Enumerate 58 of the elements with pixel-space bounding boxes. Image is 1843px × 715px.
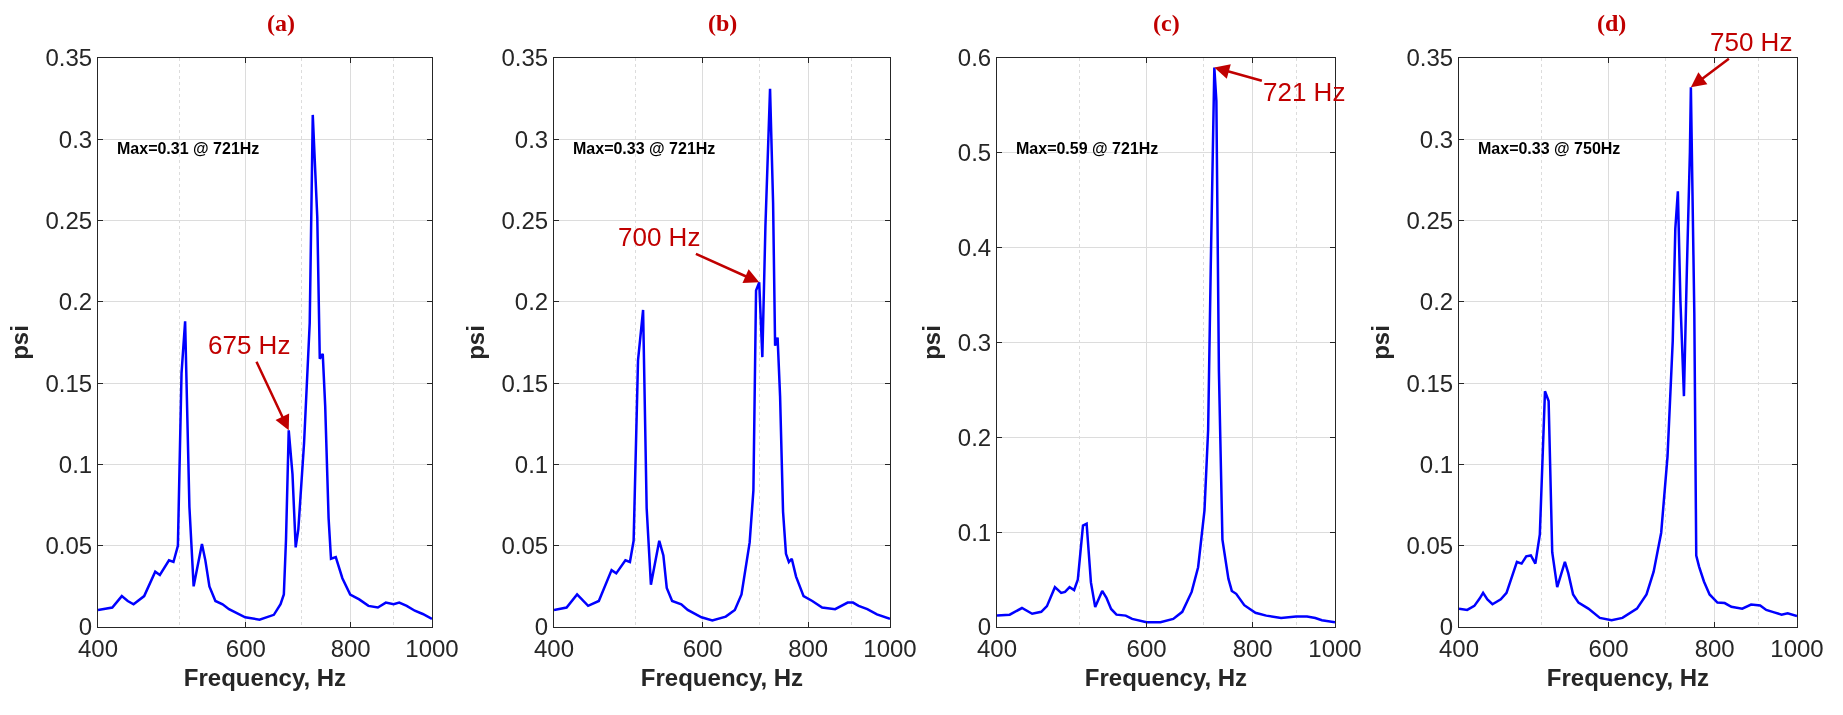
y-tick-label: 0.15 <box>1406 369 1454 397</box>
y-tick-label: 0.1 <box>957 518 992 546</box>
y-tick-label: 0.1 <box>58 450 93 478</box>
y-tick-label: 0.3 <box>58 125 93 153</box>
y-tick-label: 0.3 <box>1419 125 1454 153</box>
y-tick-label: 0.35 <box>45 44 93 72</box>
annotation: 700 Hz <box>618 222 701 252</box>
y-axis-title: psi <box>461 325 489 360</box>
x-tick-label: 800 <box>1694 634 1735 662</box>
x-tick-label: 600 <box>225 634 266 662</box>
y-tick-label: 0.3 <box>514 125 549 153</box>
x-tick-label: 600 <box>1588 634 1629 662</box>
y-tick-label: 0.6 <box>957 44 992 72</box>
y-tick-label: 0.4 <box>957 234 992 262</box>
x-tick-label: 1000 <box>1308 634 1362 662</box>
x-tick-label: 600 <box>1126 634 1167 662</box>
y-tick-label: 0.05 <box>501 532 549 560</box>
y-tick-label: 0.2 <box>58 288 93 316</box>
x-tick-label: 600 <box>682 634 723 662</box>
annotation: Max=0.59 @ 721Hz <box>1016 140 1159 157</box>
y-axis-title: psi <box>917 325 945 360</box>
chart-title: (c) <box>1153 10 1180 36</box>
x-tick-label: 800 <box>330 634 371 662</box>
chart-title: (b) <box>708 10 738 36</box>
chart-title: (a) <box>267 10 295 36</box>
x-tick-label: 1000 <box>1770 634 1824 662</box>
x-axis-title: Frequency, Hz <box>1546 664 1710 692</box>
y-tick-label: 0.2 <box>514 288 549 316</box>
chart-title: (d) <box>1597 10 1627 36</box>
y-tick-label: 0.15 <box>501 369 549 397</box>
y-tick-label: 0.05 <box>45 532 93 560</box>
y-axis-title: psi <box>1366 325 1394 360</box>
x-tick-label: 1000 <box>863 634 917 662</box>
annotation: Max=0.33 @ 721Hz <box>573 140 716 157</box>
y-tick-label: 0.05 <box>1406 532 1454 560</box>
y-tick-label: 0.2 <box>1419 288 1454 316</box>
x-tick-label: 800 <box>788 634 829 662</box>
annotation: Max=0.33 @ 750Hz <box>1478 140 1621 157</box>
y-tick-label: 0.2 <box>957 423 992 451</box>
annotation: 675 Hz <box>208 330 291 360</box>
y-axis-title: psi <box>5 325 33 360</box>
x-axis-title: Frequency, Hz <box>1084 664 1248 692</box>
x-tick-label: 1000 <box>405 634 459 662</box>
y-tick-label: 0.15 <box>45 369 93 397</box>
y-tick-label: 0.5 <box>957 139 992 167</box>
x-axis-title: Frequency, Hz <box>183 664 347 692</box>
x-axis-title: Frequency, Hz <box>640 664 804 692</box>
x-tick-label: 800 <box>1232 634 1273 662</box>
y-tick-label: 0.35 <box>501 44 549 72</box>
y-tick-label: 0.1 <box>514 450 549 478</box>
y-tick-label: 0.35 <box>1406 44 1454 72</box>
annotation: Max=0.31 @ 721Hz <box>117 140 260 157</box>
y-tick-label: 0.3 <box>957 328 992 356</box>
y-tick-label: 0.1 <box>1419 450 1454 478</box>
y-tick-label: 0.25 <box>501 206 549 234</box>
y-tick-label: 0.25 <box>1406 206 1454 234</box>
y-tick-label: 0.25 <box>45 206 93 234</box>
annotation: 750 Hz <box>1710 27 1793 57</box>
